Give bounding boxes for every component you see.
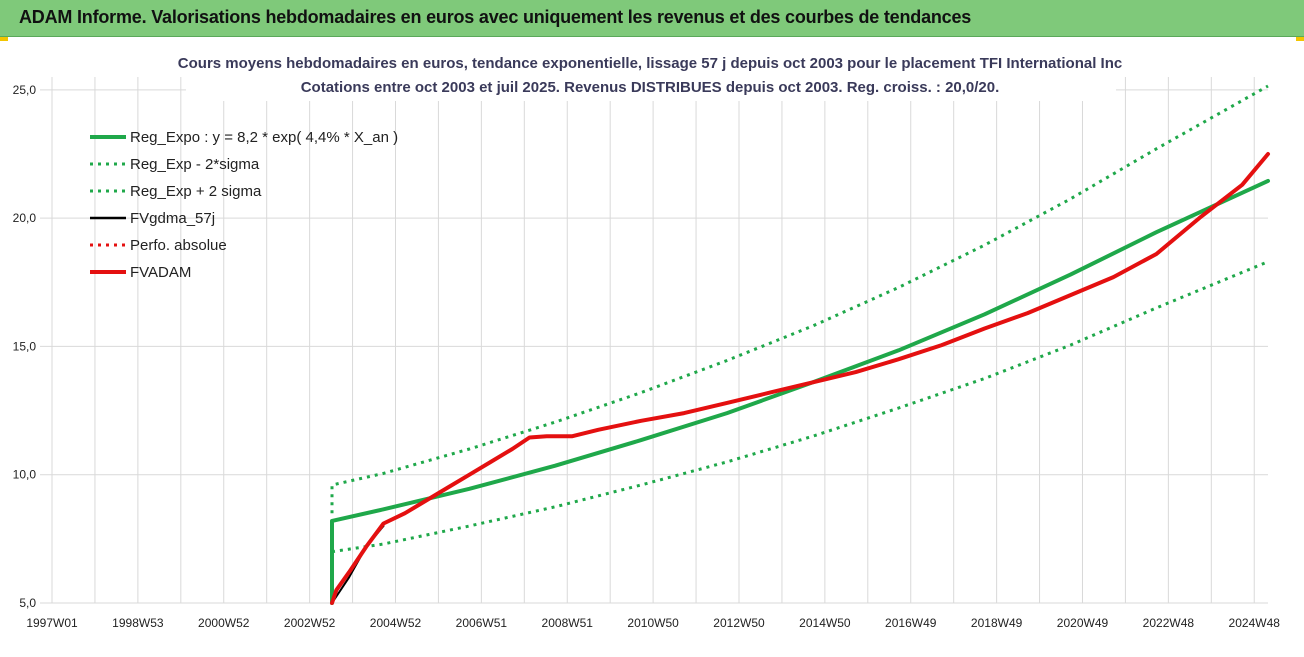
vertical-gridlines: [51, 77, 1255, 603]
x-tick-label: 2014W50: [799, 616, 851, 630]
x-tick-label: 2006W51: [456, 616, 508, 630]
report-title: ADAM Informe. Valorisations hebdomadaire…: [19, 7, 972, 27]
x-tick-label: 2012W50: [713, 616, 765, 630]
y-tick-label: 20,0: [13, 211, 37, 225]
legend-label: Reg_Exp + 2 sigma: [130, 183, 262, 200]
x-tick-label: 2016W49: [885, 616, 937, 630]
legend-label: Reg_Exp - 2*sigma: [130, 156, 260, 173]
x-tick-label: 2018W49: [971, 616, 1023, 630]
x-tick-label: 2004W52: [370, 616, 422, 630]
legend-label: FVADAM: [130, 264, 191, 281]
chart-subtitle: Cotations entre oct 2003 et juil 2025. R…: [301, 79, 1000, 96]
y-tick-label: 10,0: [13, 468, 37, 482]
chart-area: Cours moyens hebdomadaires en euros, ten…: [0, 37, 1304, 652]
x-tick-label: 1998W53: [112, 616, 164, 630]
title-backdrop: [186, 43, 1116, 101]
legend-label: Reg_Expo : y = 8,2 * exp( 4,4% * X_an ): [130, 129, 398, 146]
corner-mark-top-right: [1296, 37, 1304, 41]
series-line: [331, 525, 385, 604]
x-tick-label: 2000W52: [198, 616, 250, 630]
legend-label: FVgdma_57j: [130, 210, 215, 227]
y-axis-labels: 5,0 10,0 15,0 20,0 25,0: [13, 83, 37, 610]
x-tick-label: 2024W48: [1229, 616, 1281, 630]
x-axis-labels: 1997W01 1998W53 2000W52 2002W52 2004W52 2006W…: [26, 616, 1280, 630]
corner-mark-top-left: [0, 37, 8, 41]
y-tick-label: 5,0: [19, 596, 36, 610]
x-tick-label: 2020W49: [1057, 616, 1109, 630]
x-tick-label: 2010W50: [627, 616, 679, 630]
series-layer: [330, 84, 1270, 605]
x-tick-label: 2002W52: [284, 616, 336, 630]
series-line: [330, 178, 1270, 605]
legend-label: Perfo. absolue: [130, 237, 227, 254]
y-tick-label: 15,0: [13, 339, 37, 353]
y-tick-label: 25,0: [13, 83, 37, 97]
line-chart: Cours moyens hebdomadaires en euros, ten…: [13, 43, 1280, 630]
chart-title: Cours moyens hebdomadaires en euros, ten…: [178, 55, 1122, 72]
x-tick-label: 1997W01: [26, 616, 78, 630]
series-line: [331, 260, 1269, 554]
x-tick-label: 2022W48: [1143, 616, 1195, 630]
chart-legend: Reg_Expo : y = 8,2 * exp( 4,4% * X_an ) R…: [90, 129, 398, 281]
series-line: [330, 152, 1270, 605]
series-line: [330, 84, 1269, 514]
x-tick-label: 2008W51: [542, 616, 594, 630]
report-banner: ADAM Informe. Valorisations hebdomadaire…: [0, 0, 1304, 37]
